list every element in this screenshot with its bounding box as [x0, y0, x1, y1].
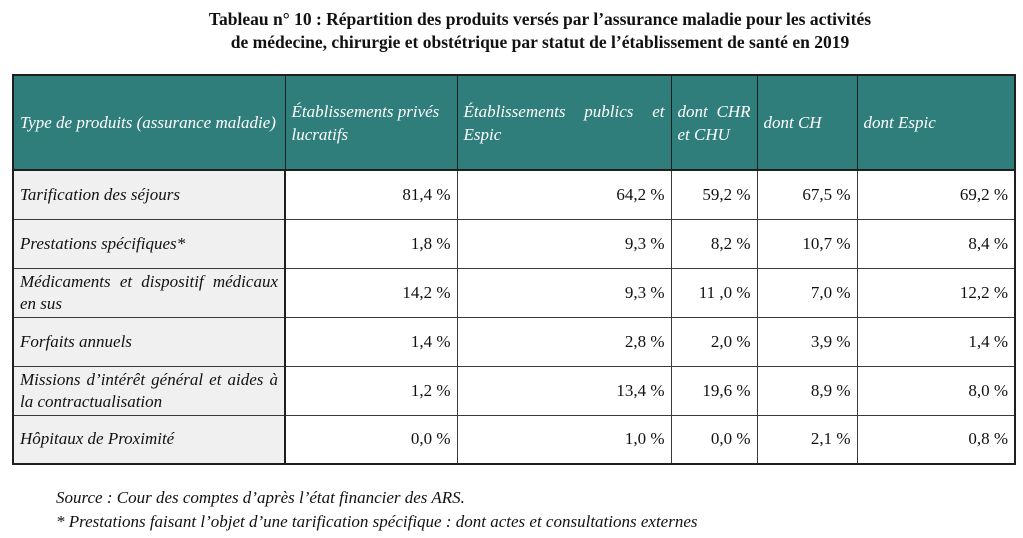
- cell-value: 7,0 %: [756, 267, 858, 318]
- cell-value: 81,4 %: [284, 169, 458, 220]
- cell-value: 13,4 %: [456, 365, 672, 416]
- cell-value: 9,3 %: [456, 218, 672, 269]
- cell-value: 1,8 %: [284, 218, 458, 269]
- header-prives-lucratifs: Établissements privés lucratifs: [284, 74, 458, 171]
- cell-value: 8,4 %: [856, 218, 1016, 269]
- cell-value: 8,0 %: [856, 365, 1016, 416]
- table-notes: Source : Cour des comptes d’après l’état…: [56, 486, 1016, 534]
- cell-value: 3,9 %: [756, 316, 858, 367]
- table-row: Hôpitaux de Proximité 0,0 % 1,0 % 0,0 % …: [12, 414, 1016, 465]
- cell-value: 1,0 %: [456, 414, 672, 465]
- data-table: Type de produits (assurance maladie) Éta…: [12, 74, 1016, 465]
- header-type-produits: Type de produits (assurance maladie): [12, 74, 286, 171]
- source-note: Source : Cour des comptes d’après l’état…: [56, 488, 465, 507]
- cell-value: 14,2 %: [284, 267, 458, 318]
- cell-value: 19,6 %: [670, 365, 758, 416]
- cell-value: 69,2 %: [856, 169, 1016, 220]
- cell-value: 67,5 %: [756, 169, 858, 220]
- header-ch: dont CH: [756, 74, 858, 171]
- row-label: Prestations spécifiques*: [12, 218, 286, 269]
- table-row: Tarification des séjours 81,4 % 64,2 % 5…: [12, 169, 1016, 220]
- table-row: Médicaments et dispositif médicaux en su…: [12, 267, 1016, 318]
- cell-value: 0,0 %: [284, 414, 458, 465]
- cell-value: 1,4 %: [284, 316, 458, 367]
- cell-value: 59,2 %: [670, 169, 758, 220]
- cell-value: 2,8 %: [456, 316, 672, 367]
- cell-value: 10,7 %: [756, 218, 858, 269]
- row-label: Missions d’intérêt général et aides à la…: [12, 365, 286, 416]
- table-title-line-1: Tableau n° 10 : Répartition des produits…: [208, 9, 872, 29]
- table-title: Tableau n° 10 : Répartition des produits…: [60, 8, 1020, 54]
- cell-value: 12,2 %: [856, 267, 1016, 318]
- cell-value: 2,0 %: [670, 316, 758, 367]
- table-row: Prestations spécifiques* 1,8 % 9,3 % 8,2…: [12, 218, 1016, 269]
- cell-value: 8,9 %: [756, 365, 858, 416]
- row-label: Tarification des séjours: [12, 169, 286, 220]
- row-label: Médicaments et dispositif médicaux en su…: [12, 267, 286, 318]
- cell-value: 0,0 %: [670, 414, 758, 465]
- cell-value: 64,2 %: [456, 169, 672, 220]
- cell-value: 2,1 %: [756, 414, 858, 465]
- row-label: Hôpitaux de Proximité: [12, 414, 286, 465]
- header-espic: dont Espic: [856, 74, 1016, 171]
- cell-value: 0,8 %: [856, 414, 1016, 465]
- cell-value: 9,3 %: [456, 267, 672, 318]
- cell-value: 1,2 %: [284, 365, 458, 416]
- footnote: * Prestations faisant l’objet d’une tari…: [56, 512, 698, 531]
- table-title-line-2: de médecine, chirurgie et obstétrique pa…: [230, 32, 850, 52]
- table-header-row: Type de produits (assurance maladie) Éta…: [12, 74, 1016, 171]
- header-publics-espic: Établissements publics et Espic: [456, 74, 672, 171]
- header-chr-chu: dont CHR et CHU: [670, 74, 758, 171]
- table-row: Forfaits annuels 1,4 % 2,8 % 2,0 % 3,9 %…: [12, 316, 1016, 367]
- cell-value: 1,4 %: [856, 316, 1016, 367]
- row-label: Forfaits annuels: [12, 316, 286, 367]
- cell-value: 8,2 %: [670, 218, 758, 269]
- cell-value: 11 ,0 %: [670, 267, 758, 318]
- table-row: Missions d’intérêt général et aides à la…: [12, 365, 1016, 416]
